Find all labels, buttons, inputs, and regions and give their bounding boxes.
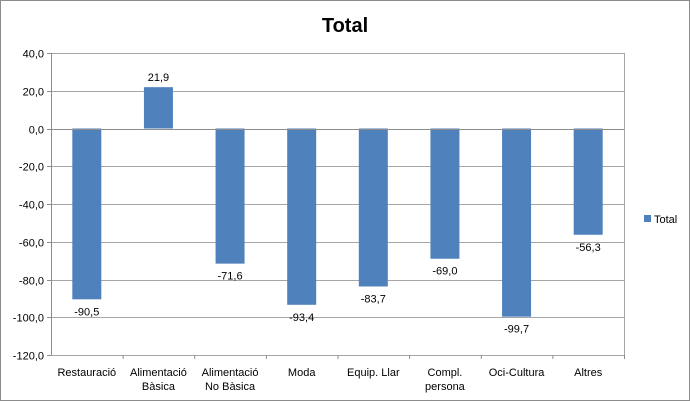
y-tick-label: -80,0 <box>19 276 44 288</box>
category-label: Alimentació <box>202 367 259 379</box>
category-label: Alimentació <box>130 367 187 379</box>
data-label: -71,6 <box>218 271 243 283</box>
bars <box>72 87 603 317</box>
y-tick-label: -120,0 <box>13 351 44 363</box>
gridlines <box>47 53 625 359</box>
bar <box>573 128 603 235</box>
legend-label-total: Total <box>654 214 677 226</box>
chart-title: Total <box>322 15 368 37</box>
data-label: -99,7 <box>504 324 529 336</box>
y-tick-label: -20,0 <box>19 162 44 174</box>
data-label: -93,4 <box>289 312 314 324</box>
data-label: -69,0 <box>432 266 457 278</box>
bar <box>358 128 388 287</box>
category-label: persona <box>425 381 466 393</box>
y-axis-tick-labels: 40,0 20,0 0,0 -20,0 -40,0 -60,0 -80,0 -100,0 -12… <box>13 49 44 363</box>
bar <box>215 128 245 264</box>
data-label: -83,7 <box>361 293 386 305</box>
legend: Total <box>644 214 677 226</box>
category-label: Altres <box>574 367 603 379</box>
data-labels: -90,5 21,9 -71,6 -93,4 -83,7 -69,0 -99,7 -56,3 <box>74 72 600 336</box>
category-label: Oci-Cultura <box>489 367 546 379</box>
y-tick-label: 40,0 <box>23 49 44 61</box>
data-label: 21,9 <box>148 72 169 84</box>
y-tick-label: -40,0 <box>19 200 44 212</box>
y-tick-label: -100,0 <box>13 313 44 325</box>
y-tick-label: 0,0 <box>29 125 44 137</box>
category-label: Equip. Llar <box>347 367 400 379</box>
bar <box>72 128 102 300</box>
category-label: Moda <box>288 367 316 379</box>
category-label: Compl. <box>428 367 463 379</box>
y-tick-label: -60,0 <box>19 238 44 250</box>
legend-swatch <box>644 215 651 222</box>
bar <box>287 128 317 305</box>
data-label: -90,5 <box>74 306 99 318</box>
bar <box>143 87 173 129</box>
x-axis-category-labels: Restauració Alimentació Bàsica Alimentació N… <box>57 367 602 393</box>
bar <box>430 128 460 259</box>
category-label: No Bàsica <box>205 381 256 393</box>
data-label: -56,3 <box>576 242 601 254</box>
y-tick-label: 20,0 <box>23 87 44 99</box>
bar <box>502 128 532 317</box>
category-label: Restauració <box>57 367 116 379</box>
category-label: Bàsica <box>142 381 176 393</box>
